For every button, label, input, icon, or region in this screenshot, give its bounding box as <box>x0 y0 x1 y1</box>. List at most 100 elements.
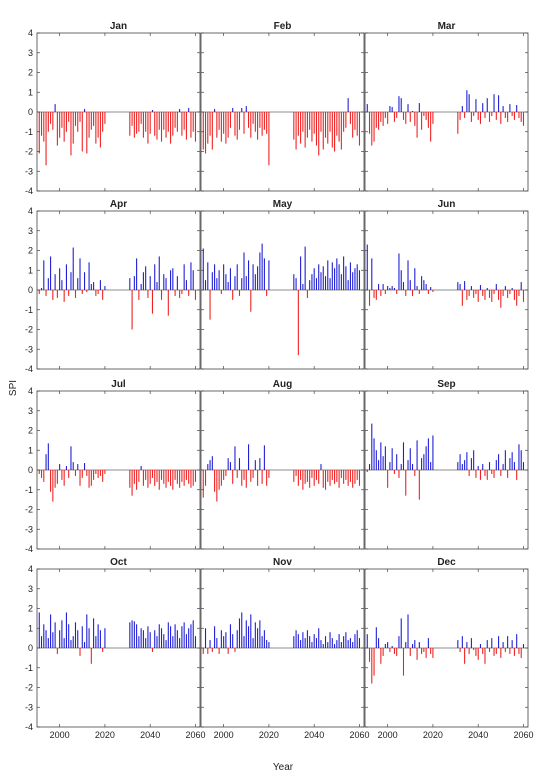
bar <box>468 290 470 296</box>
bar <box>207 648 209 654</box>
bar <box>61 112 63 128</box>
bar <box>309 470 311 488</box>
bar <box>327 470 329 482</box>
bar <box>65 264 67 290</box>
bar <box>136 470 138 490</box>
bar <box>340 470 342 478</box>
bar <box>170 112 172 144</box>
bar <box>425 112 427 120</box>
bar <box>477 112 479 120</box>
bar <box>486 640 488 648</box>
bar <box>74 112 77 126</box>
bar <box>38 470 40 474</box>
bar <box>225 274 227 290</box>
bar <box>311 470 313 478</box>
panel-title: Jul <box>111 379 126 390</box>
bar <box>192 270 194 290</box>
bar <box>484 648 486 664</box>
y-tick-label: -4 <box>25 722 33 732</box>
bar <box>238 112 241 130</box>
bar <box>156 112 158 140</box>
bar <box>354 268 356 290</box>
bar <box>329 278 331 290</box>
bar <box>54 104 56 112</box>
y-tick-label: 2 <box>28 426 33 436</box>
bar <box>405 470 407 496</box>
bar <box>482 290 484 296</box>
bar <box>59 630 61 648</box>
bar <box>192 470 194 486</box>
bar <box>412 464 414 470</box>
bar <box>207 112 209 144</box>
bar <box>86 112 88 154</box>
bar <box>347 640 349 648</box>
bar <box>304 470 306 484</box>
bar <box>327 642 329 648</box>
bar <box>156 636 158 648</box>
bar <box>329 112 331 132</box>
bar <box>507 290 509 298</box>
bar <box>263 112 265 130</box>
bar <box>154 264 156 290</box>
bar <box>47 638 49 649</box>
bar <box>416 112 418 138</box>
bar <box>311 112 313 142</box>
bar <box>334 470 336 484</box>
bar <box>211 112 213 150</box>
bar <box>349 262 351 290</box>
y-tick-label: 2 <box>28 246 33 256</box>
bar <box>90 112 92 130</box>
bar <box>104 286 106 290</box>
x-tick-label: 2000 <box>378 730 398 740</box>
bar <box>176 470 178 484</box>
bar <box>254 622 256 648</box>
bar <box>371 423 373 470</box>
bar <box>486 470 488 480</box>
bar <box>45 454 47 470</box>
bar <box>373 648 375 676</box>
bar <box>158 470 160 490</box>
bar <box>409 448 411 470</box>
bar <box>179 638 181 649</box>
bar <box>464 281 466 290</box>
panel-may: May <box>200 199 365 370</box>
bar <box>149 632 151 648</box>
bar <box>418 642 420 648</box>
bar <box>520 282 522 290</box>
bar <box>188 108 190 112</box>
bar <box>56 290 58 298</box>
bar <box>389 462 391 470</box>
bar <box>140 284 142 290</box>
bar <box>313 112 315 134</box>
bar <box>295 630 297 648</box>
bar <box>343 256 345 290</box>
bar <box>461 636 463 648</box>
bar <box>194 470 197 482</box>
bar <box>430 462 432 470</box>
bar <box>158 256 160 290</box>
bar <box>151 110 154 112</box>
bar <box>398 96 400 112</box>
bar <box>133 112 135 138</box>
bar <box>400 464 402 470</box>
bar <box>190 112 192 138</box>
bar <box>252 638 254 649</box>
bar <box>172 636 174 648</box>
bar <box>387 642 389 648</box>
bar <box>174 624 176 648</box>
bar <box>179 109 181 112</box>
panel-title: Aug <box>273 379 292 390</box>
bar <box>484 290 486 300</box>
bar <box>163 112 165 130</box>
bar <box>88 112 90 138</box>
bar <box>129 470 131 488</box>
bar <box>479 644 482 648</box>
bar <box>220 112 222 142</box>
bar <box>306 112 308 138</box>
bar <box>387 470 389 488</box>
bar <box>382 112 384 126</box>
bar <box>136 112 138 134</box>
bar <box>293 470 295 482</box>
bar <box>400 618 402 649</box>
bar <box>322 644 324 648</box>
